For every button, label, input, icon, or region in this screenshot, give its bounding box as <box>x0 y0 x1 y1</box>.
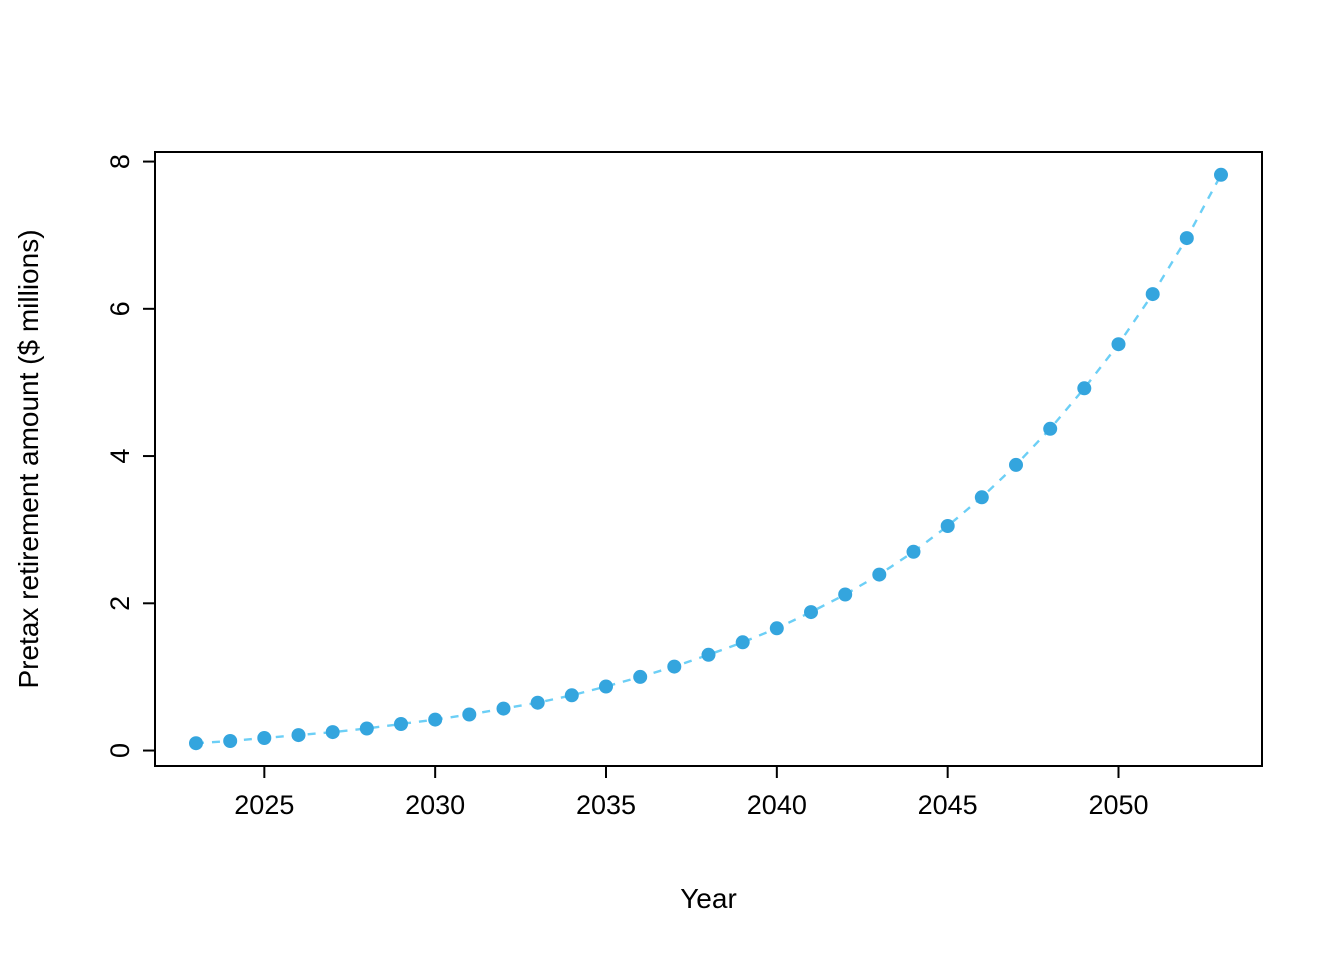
data-point <box>564 688 579 703</box>
x-tick-label: 2050 <box>1088 790 1148 820</box>
data-point <box>189 736 203 751</box>
data-point <box>1179 231 1194 246</box>
data-point <box>838 587 853 602</box>
data-point <box>530 695 545 710</box>
x-axis-ticks: 2025 2030 2035 2040 2045 2050 <box>234 766 1149 820</box>
data-point <box>325 725 340 740</box>
y-tick-label: 0 <box>105 743 135 758</box>
data-point <box>1214 167 1228 182</box>
data-point <box>735 635 750 650</box>
data-point <box>804 605 818 620</box>
data-point <box>1111 337 1126 352</box>
y-tick-label: 2 <box>105 596 135 611</box>
data-point <box>257 731 272 745</box>
data-point <box>428 712 443 727</box>
x-tick-label: 2025 <box>234 790 294 820</box>
data-point <box>599 679 613 694</box>
y-tick-label: 4 <box>105 449 135 464</box>
data-point <box>1145 287 1160 302</box>
x-tick-label: 2030 <box>405 790 465 820</box>
data-point <box>496 701 511 716</box>
x-axis-label: Year <box>680 883 737 914</box>
x-tick-label: 2040 <box>747 790 807 820</box>
data-point <box>394 717 408 731</box>
data-point <box>1043 421 1058 436</box>
data-point <box>940 519 955 533</box>
plot-border <box>154 151 1263 767</box>
x-tick-label: 2035 <box>576 790 636 820</box>
y-tick-label: 6 <box>105 301 135 316</box>
y-axis-ticks: 0 2 4 6 8 <box>105 154 155 758</box>
data-point <box>359 721 374 736</box>
data-point <box>1077 381 1092 396</box>
data-point <box>462 707 477 722</box>
data-point <box>291 728 306 743</box>
data-point <box>1009 457 1023 472</box>
data-point <box>769 621 784 636</box>
y-tick-label: 8 <box>105 154 135 169</box>
data-point <box>974 490 989 505</box>
data-point <box>701 647 716 662</box>
x-tick-label: 2045 <box>918 790 978 820</box>
data-point <box>223 734 238 748</box>
data-point <box>633 669 648 684</box>
data-point <box>667 659 682 674</box>
data-points <box>189 167 1228 751</box>
data-point <box>906 544 921 559</box>
y-axis-label: Pretax retirement amount ($ millions) <box>13 229 44 688</box>
data-point <box>872 567 887 582</box>
